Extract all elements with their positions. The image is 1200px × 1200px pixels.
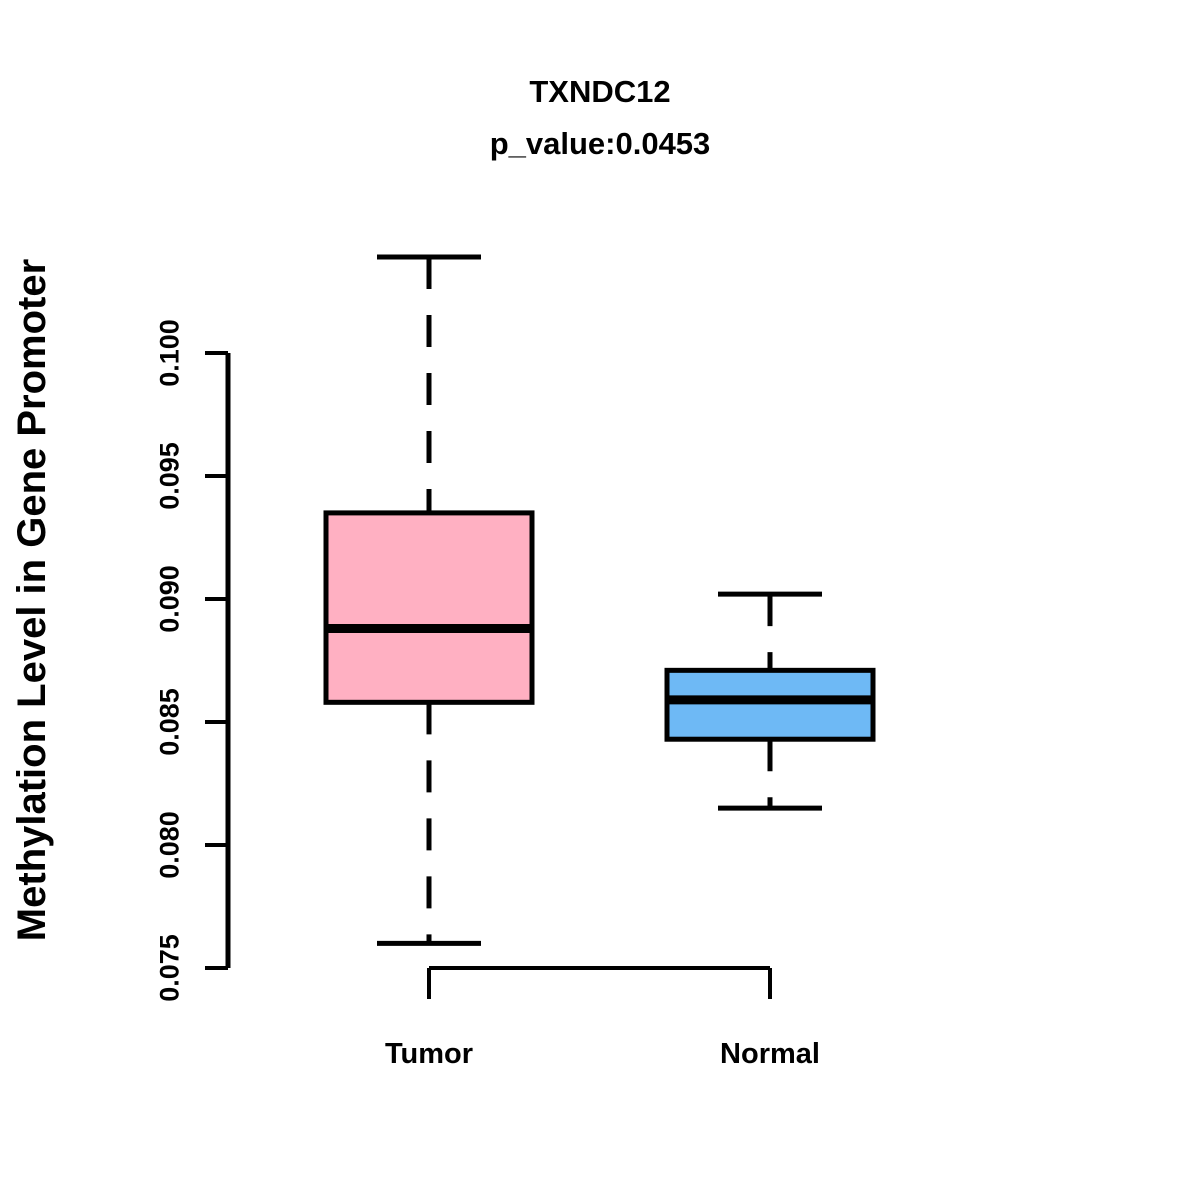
y-tick-label-0080: 0.080 xyxy=(154,811,185,879)
x-category-label-normal: Normal xyxy=(720,1038,820,1070)
y-tick-label-0090: 0.090 xyxy=(154,565,185,633)
chart-subtitle: p_value:0.0453 xyxy=(489,126,711,161)
y-axis-title: Methylation Level in Gene Promoter xyxy=(10,258,54,942)
y-tick-label-0075: 0.075 xyxy=(154,934,185,1002)
box-tumor xyxy=(323,510,535,705)
chart-title: TXNDC12 xyxy=(529,74,671,109)
x-category-label-tumor: Tumor xyxy=(384,1038,474,1070)
y-tick-label-0095: 0.095 xyxy=(154,442,185,510)
y-tick-label-0085: 0.085 xyxy=(154,688,185,756)
box-normal xyxy=(664,667,876,742)
y-tick-label-0100: 0.100 xyxy=(154,319,185,387)
